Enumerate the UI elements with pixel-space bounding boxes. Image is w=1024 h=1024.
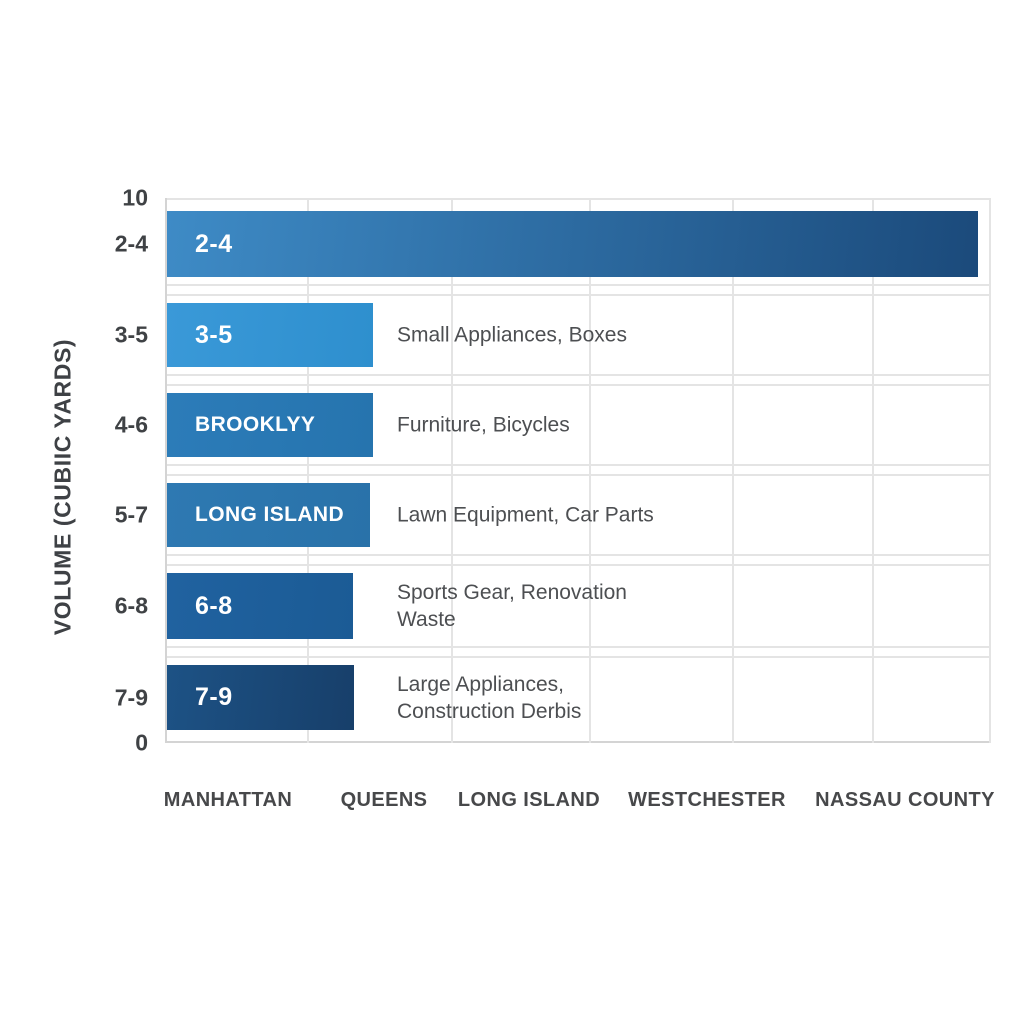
bar-label: LONG ISLAND bbox=[195, 503, 345, 526]
x-axis-label: MANHATTAN bbox=[163, 789, 293, 811]
horizontal-gridline bbox=[167, 198, 990, 200]
y-axis-tick-max: 10 bbox=[122, 184, 148, 211]
bar-annotation-line: Construction Derbis bbox=[397, 699, 582, 723]
bar-annotation-line: Small Appliances, Boxes bbox=[397, 323, 627, 347]
bar: LONG ISLAND bbox=[167, 483, 370, 547]
x-axis-label: WESTCHESTER bbox=[628, 789, 786, 811]
y-axis-tick: 2-4 bbox=[114, 230, 148, 257]
bar-annotation: Sports Gear, Renovation Waste bbox=[397, 579, 627, 633]
y-axis-tick: 4-6 bbox=[114, 411, 148, 438]
horizontal-gridline bbox=[167, 464, 990, 466]
vertical-gridline bbox=[589, 198, 592, 743]
bar: 6-8 bbox=[167, 573, 353, 639]
bar-annotation: Lawn Equipment, Car Parts bbox=[397, 502, 654, 529]
y-axis-line bbox=[165, 198, 167, 743]
bar-label: 6-8 bbox=[195, 591, 233, 620]
horizontal-gridline bbox=[167, 554, 990, 556]
bar: BROOKLYY bbox=[167, 393, 373, 457]
bar-annotation-line: Waste bbox=[397, 608, 456, 631]
bar-label: 3-5 bbox=[195, 320, 233, 349]
horizontal-gridline bbox=[167, 374, 990, 376]
bar-row: 2-4 bbox=[167, 211, 990, 277]
x-axis-label: NASSAU COUNTY bbox=[815, 789, 995, 811]
y-axis-tick: 3-5 bbox=[114, 321, 148, 348]
bar-row: BROOKLYY Furniture, Bicycles bbox=[167, 393, 990, 457]
x-axis-line bbox=[165, 741, 990, 743]
bar-annotation-line: Large Appliances, bbox=[397, 672, 564, 696]
bar-annotation: Small Appliances, Boxes bbox=[397, 322, 627, 349]
bar: 7-9 bbox=[167, 665, 354, 730]
horizontal-gridline bbox=[167, 474, 990, 476]
horizontal-gridline bbox=[167, 284, 990, 286]
horizontal-gridline bbox=[167, 384, 990, 386]
horizontal-gridline bbox=[167, 646, 990, 648]
bar-annotation: Large Appliances, Construction Derbis bbox=[397, 671, 581, 725]
bar-annotation-line: Lawn Equipment, Car Parts bbox=[397, 503, 654, 527]
horizontal-gridline bbox=[167, 564, 990, 566]
vertical-gridline bbox=[306, 198, 309, 743]
bar-label: BROOKLYY bbox=[195, 413, 316, 436]
bar: 2-4 bbox=[167, 211, 978, 277]
y-axis-tick: 7-9 bbox=[114, 684, 148, 710]
bar-label: 7-9 bbox=[195, 683, 233, 711]
bar-annotation: Furniture, Bicycles bbox=[397, 412, 570, 439]
bar-label: 2-4 bbox=[195, 229, 233, 258]
bar-row: LONG ISLAND Lawn Equipment, Car Parts bbox=[167, 483, 990, 547]
y-axis-tick: 5-7 bbox=[114, 501, 148, 528]
y-axis-tick: 6-8 bbox=[114, 592, 148, 619]
x-axis-label: QUEENS bbox=[340, 789, 428, 811]
bar-annotation-line: Furniture, Bicycles bbox=[397, 413, 570, 437]
y-axis-tick-min: 0 bbox=[135, 729, 148, 756]
bar-row: 3-5 Small Appliances, Boxes bbox=[167, 303, 990, 367]
vertical-gridline bbox=[989, 198, 991, 743]
horizontal-gridline bbox=[167, 294, 990, 296]
x-axis-label: LONG ISLAND bbox=[457, 789, 601, 811]
bar-row: 6-8 Sports Gear, Renovation Waste bbox=[167, 573, 990, 639]
plot-area: 2-4 3-5 Small Appliances, Boxes BROOKLYY Fur… bbox=[165, 198, 991, 743]
x-axis-labels: MANHATTAN QUEENS LONG ISLAND WESTCHESTER NAS… bbox=[0, 789, 1024, 819]
vertical-gridline bbox=[450, 198, 453, 743]
bar-annotation-line: Sports Gear, Renovation bbox=[397, 581, 627, 604]
vertical-gridline bbox=[732, 198, 735, 743]
vertical-gridline bbox=[872, 198, 875, 743]
bar-row: 7-9 Large Appliances, Construction Derbis bbox=[167, 665, 990, 730]
bar: 3-5 bbox=[167, 303, 373, 367]
y-axis-ticks: 10 0 2-4 3-5 4-6 5-7 6-8 7-9 bbox=[0, 185, 148, 756]
horizontal-gridline bbox=[167, 656, 990, 658]
